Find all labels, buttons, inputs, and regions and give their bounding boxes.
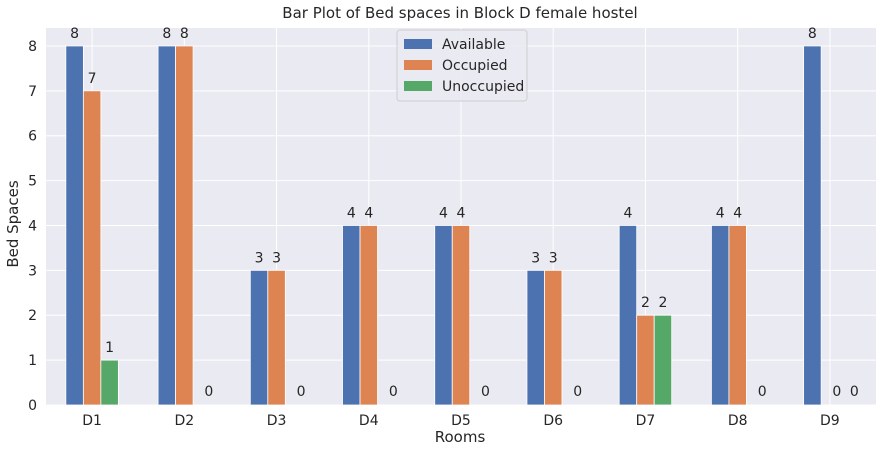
y-tick-label: 0 <box>28 398 37 414</box>
data-label: 0 <box>573 384 582 400</box>
legend-swatch-available <box>404 39 432 49</box>
data-label: 4 <box>733 205 742 221</box>
data-label: 8 <box>70 26 79 42</box>
legend-swatch-occupied <box>404 60 432 70</box>
bar-available-d9 <box>803 45 822 406</box>
x-tick-label: D5 <box>451 413 471 429</box>
x-tick-label: D4 <box>359 413 379 429</box>
data-label: 2 <box>641 295 650 311</box>
y-tick-label: 6 <box>28 129 37 145</box>
legend-label-unoccupied: Unoccupied <box>442 79 524 95</box>
x-tick-label: D7 <box>636 413 656 429</box>
data-label: 7 <box>88 71 97 87</box>
bar-available-d2 <box>157 45 176 406</box>
data-label: 1 <box>105 340 114 356</box>
y-tick-label: 2 <box>28 308 37 324</box>
data-label: 8 <box>162 26 171 42</box>
legend-label-occupied: Occupied <box>442 58 508 74</box>
data-label: 0 <box>758 384 767 400</box>
data-label: 4 <box>347 205 356 221</box>
bar-available-d1 <box>65 45 84 406</box>
data-label: 0 <box>850 384 859 400</box>
x-tick-label: D9 <box>820 413 840 429</box>
bar-available-d6 <box>526 269 545 406</box>
bar-available-d3 <box>249 269 269 406</box>
data-label: 2 <box>658 295 667 311</box>
data-label: 4 <box>623 205 632 221</box>
bar-layer <box>65 45 822 406</box>
legend-label-available: Available <box>442 37 505 53</box>
bar-available-d8 <box>711 225 730 406</box>
y-tick-label: 8 <box>28 39 37 55</box>
x-axis-label: Rooms <box>435 428 486 446</box>
y-tick-label: 4 <box>28 218 37 234</box>
data-label: 3 <box>549 250 558 266</box>
bar-occupied-d1 <box>82 90 102 406</box>
legend: Available Occupied Unoccupied <box>396 29 528 102</box>
data-label: 4 <box>716 205 725 221</box>
data-label: 0 <box>204 384 213 400</box>
data-label: 4 <box>439 205 448 221</box>
bar-available-d7 <box>618 225 638 406</box>
tick-layer: 0 1 2 3 4 5 6 7 8 D1 D2 D3 D4 D5 D6 D7 D8 D9 <box>28 39 840 429</box>
bar-occupied-d6 <box>544 269 563 406</box>
y-tick-label: 7 <box>28 84 37 100</box>
x-tick-label: D6 <box>543 413 563 429</box>
bar-unoccupied-d7 <box>653 314 673 406</box>
data-label: 4 <box>364 205 373 221</box>
bar-occupied-d8 <box>728 225 747 406</box>
y-axis-label: Bed Spaces <box>4 180 22 268</box>
legend-swatch-unoccupied <box>404 81 432 91</box>
bar-unoccupied-d1 <box>100 359 119 406</box>
bar-available-d4 <box>342 225 361 406</box>
x-tick-label: D8 <box>728 413 748 429</box>
data-label: 8 <box>180 26 189 42</box>
data-label: 0 <box>481 384 490 400</box>
data-label: 8 <box>808 26 817 42</box>
y-tick-label: 1 <box>28 353 37 369</box>
bar-occupied-d4 <box>359 225 378 406</box>
bar-occupied-d3 <box>267 269 286 406</box>
data-label: 0 <box>389 384 398 400</box>
x-tick-label: D3 <box>267 413 287 429</box>
data-label: 0 <box>297 384 306 400</box>
bar-occupied-d7 <box>636 314 655 406</box>
data-label: 3 <box>255 250 264 266</box>
y-tick-label: 3 <box>28 263 37 279</box>
data-label: 3 <box>272 250 281 266</box>
data-label: 0 <box>832 384 841 400</box>
chart-title: Bar Plot of Bed spaces in Block D female… <box>282 4 637 22</box>
bar-available-d5 <box>434 225 453 406</box>
x-tick-label: D2 <box>174 413 194 429</box>
bar-occupied-d5 <box>451 225 471 406</box>
x-tick-label: D1 <box>82 413 102 429</box>
bar-occupied-d2 <box>175 45 194 406</box>
data-label: 3 <box>531 250 540 266</box>
y-tick-label: 5 <box>28 174 37 190</box>
data-label: 4 <box>457 205 466 221</box>
